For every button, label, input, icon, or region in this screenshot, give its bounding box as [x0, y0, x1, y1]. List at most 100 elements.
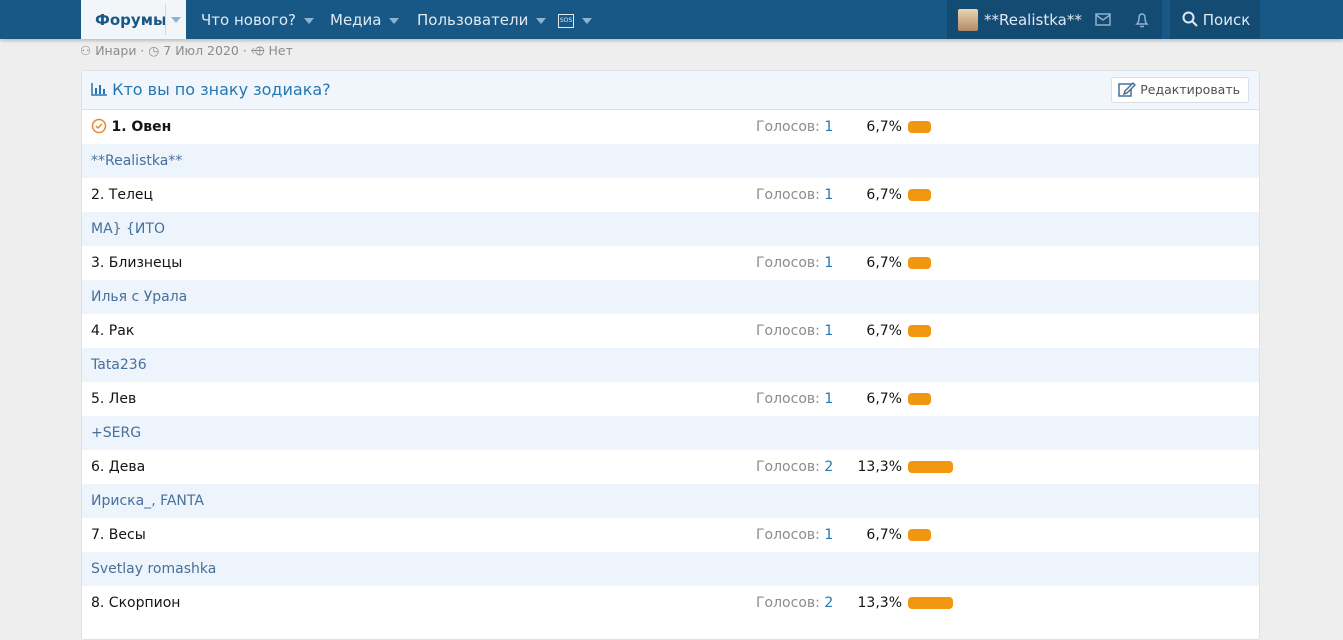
poll-option-row: 8. Скорпион Голосов: 2 13,3%	[82, 586, 1259, 620]
nav-label: Пользователи	[417, 11, 529, 29]
search-button[interactable]: Поиск	[1170, 0, 1260, 39]
poll-title: Кто вы по знаку зодиака?	[91, 71, 331, 109]
check-circle-icon	[91, 118, 107, 134]
votes-count: Голосов: 1	[756, 246, 833, 280]
voters-row: MA} {ИТО	[82, 212, 1259, 246]
voters-list[interactable]: Svetlay romashka	[91, 561, 217, 577]
voters-row: Ириска_, FANTA	[82, 484, 1259, 518]
votes-label: Голосов:	[756, 391, 820, 407]
nav-sos[interactable]: SOS	[558, 0, 592, 39]
votes-label: Голосов:	[756, 595, 820, 611]
inbox-icon[interactable]	[1084, 0, 1122, 39]
votes-label: Голосов:	[756, 527, 820, 543]
votes-value[interactable]: 2	[824, 459, 834, 475]
option-label: 7. Весы	[91, 527, 146, 543]
chevron-down-icon[interactable]	[389, 17, 400, 24]
option-bar	[908, 325, 931, 337]
votes-count: Голосов: 1	[756, 178, 833, 212]
nav-label: Что нового?	[201, 11, 296, 29]
option-percent: 6,7%	[866, 187, 902, 203]
votes-value[interactable]: 1	[824, 391, 834, 407]
edit-button[interactable]: Редактировать	[1111, 77, 1249, 103]
sos-icon: SOS	[558, 13, 574, 28]
option-bar	[908, 597, 954, 609]
votes-label: Голосов:	[756, 255, 820, 271]
option-percent: 6,7%	[866, 119, 902, 135]
nav-forums-label: Форумы	[95, 11, 167, 29]
option-bar	[908, 529, 931, 541]
poll-option-row: 5. Лев Голосов: 1 6,7%	[82, 382, 1259, 416]
tag-icon: ⬲	[250, 43, 265, 58]
votes-value[interactable]: 1	[824, 255, 834, 271]
voters-list[interactable]: +SERG	[91, 425, 142, 441]
votes-label: Голосов:	[756, 459, 820, 475]
search-label: Поиск	[1202, 11, 1251, 29]
chevron-down-icon[interactable]	[536, 17, 547, 24]
poll-results: 1. Овен Голосов: 1 6,7% **Realistka** 2. …	[82, 110, 1259, 620]
option-bar	[908, 189, 931, 201]
option-bar	[908, 461, 954, 473]
option-bar	[908, 393, 931, 405]
poll-option-row: 2. Телец Голосов: 1 6,7%	[82, 178, 1259, 212]
option-bar	[908, 257, 931, 269]
option-percent: 13,3%	[857, 459, 902, 475]
votes-value[interactable]: 2	[824, 595, 834, 611]
author-link[interactable]: Инари	[95, 43, 137, 58]
votes-label: Голосов:	[756, 323, 820, 339]
poll-option-row: 4. Рак Голосов: 1 6,7%	[82, 314, 1259, 348]
tags-value: Нет	[268, 43, 293, 58]
chevron-down-icon[interactable]	[304, 17, 314, 24]
poll-block: Кто вы по знаку зодиака? Редактировать 1…	[81, 70, 1260, 640]
bell-icon[interactable]	[1123, 0, 1161, 39]
votes-label: Голосов:	[756, 187, 820, 203]
poll-title-text: Кто вы по знаку зодиака?	[112, 80, 331, 99]
votes-value[interactable]: 1	[824, 187, 834, 203]
poll-header: Кто вы по знаку зодиака? Редактировать	[82, 71, 1259, 110]
votes-count: Голосов: 1	[756, 518, 833, 552]
option-label: 4. Рак	[91, 323, 135, 339]
option-percent: 6,7%	[866, 391, 902, 407]
nav-whats-new[interactable]: Что нового?	[201, 0, 314, 39]
nav-users[interactable]: Пользователи	[417, 0, 547, 39]
poll-option-row: 3. Близнецы Голосов: 1 6,7%	[82, 246, 1259, 280]
user-group: **Realistka**	[947, 0, 1162, 39]
votes-count: Голосов: 1	[756, 314, 833, 348]
voters-list[interactable]: Tata236	[91, 357, 147, 373]
voters-list[interactable]: MA} {ИТО	[91, 221, 165, 237]
voters-row: **Realistka**	[82, 144, 1259, 178]
option-label: 6. Дева	[91, 459, 146, 475]
voters-list[interactable]: **Realistka**	[91, 153, 183, 169]
poll-option-row: 1. Овен Голосов: 1 6,7%	[82, 110, 1259, 144]
voters-list[interactable]: Ириска_, FANTA	[91, 493, 204, 509]
nav-media[interactable]: Медиа	[330, 0, 400, 39]
top-nav: Форумы Что нового? Медиа Пользователи SO…	[0, 0, 1343, 39]
option-label: 5. Лев	[91, 391, 137, 407]
username-link[interactable]: **Realistka**	[984, 11, 1082, 29]
date-link[interactable]: 7 Июл 2020	[163, 43, 239, 58]
chevron-down-icon[interactable]	[582, 17, 592, 24]
chevron-down-icon[interactable]	[171, 17, 181, 23]
thread-meta: ⚇ Инари · ◷ 7 Июл 2020 · ⬲ Нет	[80, 43, 293, 58]
option-percent: 6,7%	[866, 527, 902, 543]
nav-label: Медиа	[330, 11, 382, 29]
voters-row: +SERG	[82, 416, 1259, 450]
votes-count: Голосов: 2	[756, 450, 833, 484]
votes-count: Голосов: 2	[756, 586, 833, 620]
avatar[interactable]	[958, 9, 978, 31]
voters-list[interactable]: Илья с Урала	[91, 289, 188, 305]
user-icon: ⚇	[80, 43, 92, 58]
option-percent: 6,7%	[866, 323, 902, 339]
voters-row: Илья с Урала	[82, 280, 1259, 314]
votes-value[interactable]: 1	[824, 323, 834, 339]
votes-value[interactable]: 1	[824, 119, 834, 135]
edit-label: Редактировать	[1140, 82, 1240, 97]
votes-value[interactable]: 1	[824, 527, 834, 543]
option-percent: 13,3%	[857, 595, 902, 611]
votes-label: Голосов:	[756, 119, 820, 135]
option-label: 8. Скорпион	[91, 595, 181, 611]
option-label: 3. Близнецы	[91, 255, 183, 271]
option-label: 2. Телец	[91, 187, 154, 203]
poll-option-row: 6. Дева Голосов: 2 13,3%	[82, 450, 1259, 484]
voters-row: Svetlay romashka	[82, 552, 1259, 586]
nav-forums[interactable]: Форумы	[81, 0, 186, 39]
